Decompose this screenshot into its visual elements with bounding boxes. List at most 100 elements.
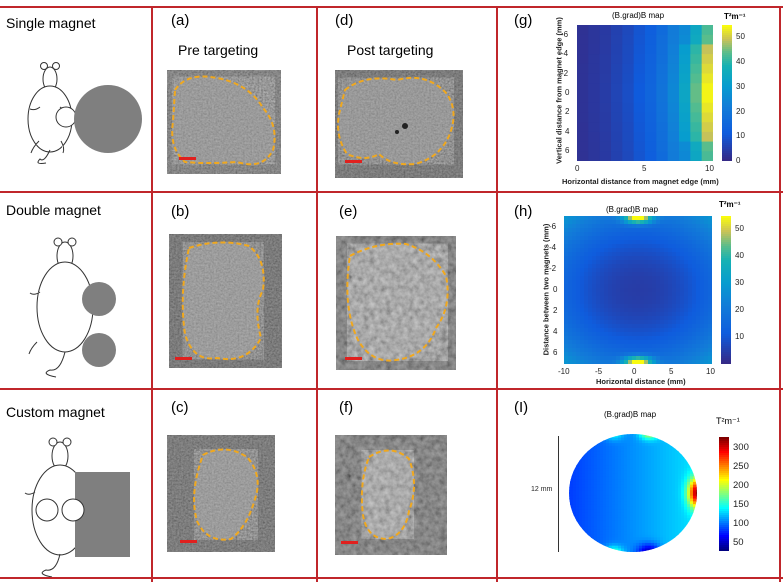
circle-map-cell — [684, 517, 688, 522]
circle-map-cell — [678, 434, 682, 436]
circle-map-cell — [630, 515, 634, 519]
circle-map-cell — [669, 540, 673, 544]
heatmap-cell — [700, 332, 705, 337]
circle-map-cell — [585, 542, 589, 547]
circle-map-cell — [693, 468, 697, 472]
heatmap-cell — [584, 348, 589, 353]
heatmap-cell — [622, 83, 635, 94]
colorbar-segment — [722, 63, 732, 66]
heatmap-cell — [684, 340, 689, 345]
circle-map-cell — [609, 445, 613, 450]
heatmap-cell — [645, 131, 657, 143]
heatmap-cell — [664, 228, 669, 233]
heatmap-cell — [644, 340, 649, 345]
circle-map-cell — [594, 479, 598, 483]
circle-map-cell — [696, 445, 697, 450]
circle-map-cell — [645, 512, 649, 516]
heatmap-cell — [616, 288, 621, 293]
circle-map-cell — [636, 473, 640, 477]
circle-map-cell — [606, 443, 610, 447]
heatmap-cell — [599, 131, 612, 143]
circle-map-cell — [585, 529, 589, 533]
circle-map-cell — [693, 545, 697, 550]
circle-map-cell — [642, 493, 646, 497]
heatmap-cell — [696, 216, 701, 221]
circle-map-cell — [591, 515, 595, 519]
circle-map-cell — [594, 493, 598, 497]
circle-map-cell — [569, 434, 571, 436]
circle-map-cell — [636, 501, 640, 505]
pre-targeting-header: Pre targeting — [178, 42, 259, 58]
heatmap-cell — [592, 300, 597, 305]
heatmap-cell — [684, 316, 689, 321]
heatmap-cell — [632, 264, 637, 269]
heatmap-cell — [676, 300, 681, 305]
heatmap-cell — [679, 54, 691, 65]
colorbar-segment — [721, 252, 731, 255]
circle-map-cell — [627, 509, 631, 514]
circle-map-cell — [645, 437, 649, 441]
circle-map-cell — [636, 509, 640, 514]
heatmap-cell — [696, 264, 701, 269]
circle-map-cell — [600, 459, 604, 464]
heatmap-cell — [656, 112, 669, 123]
heatmap-cell — [612, 224, 617, 229]
circle-map-cell — [576, 526, 580, 530]
heatmap-cell — [616, 252, 621, 257]
heatmap-cell — [580, 288, 585, 293]
circle-map-cell — [648, 517, 652, 522]
heatmap-cell — [648, 240, 653, 245]
heatmap-cell — [692, 288, 697, 293]
heatmap-cell — [584, 256, 589, 261]
circle-map-cell — [687, 526, 691, 530]
colorbar-segment — [722, 35, 732, 38]
circle-map-cell — [657, 434, 661, 436]
circle-map-cell — [618, 520, 622, 525]
heatmap-cell — [564, 312, 569, 317]
heatmap-cell — [612, 340, 617, 345]
heatmap-cell — [572, 260, 577, 265]
circle-map-cell — [678, 465, 682, 469]
circle-map-cell — [582, 448, 586, 453]
heatmap-cell — [652, 276, 657, 281]
circle-map-cell — [612, 537, 616, 541]
circle-map-cell — [612, 523, 616, 527]
colorbar-segment — [722, 113, 732, 116]
circle-map-cell — [696, 456, 697, 461]
circle-map-cell — [642, 520, 646, 525]
circle-map-cell — [648, 465, 652, 469]
heatmap-cell — [624, 232, 629, 237]
heatmap-cell — [684, 328, 689, 333]
circle-map-cell — [672, 470, 676, 475]
chart-h-xlabel: Horizontal distance (mm) — [596, 377, 686, 386]
heatmap-cell — [608, 340, 613, 345]
heatmap-cell — [564, 336, 569, 341]
circle-map-cell — [696, 493, 697, 497]
heatmap-cell — [600, 216, 605, 221]
heatmap-cell — [696, 268, 701, 273]
circle-map-cell — [636, 443, 640, 447]
heatmap-cell — [676, 272, 681, 277]
heatmap-cell — [584, 312, 589, 317]
heatmap-cell — [648, 216, 653, 221]
circle-map-cell — [687, 537, 691, 541]
circle-map-cell — [606, 509, 610, 514]
heatmap-cell — [576, 336, 581, 341]
circle-map-cell — [612, 456, 616, 461]
heatmap-cell — [648, 332, 653, 337]
heatmap-cell — [624, 296, 629, 301]
heatmap-cell — [700, 232, 705, 237]
circle-map-cell — [681, 545, 685, 550]
heatmap-cell — [620, 244, 625, 249]
heatmap-cell — [604, 336, 609, 341]
heatmap-cell — [692, 248, 697, 253]
heatmap-cell — [644, 240, 649, 245]
circle-map-cell — [582, 531, 586, 536]
heatmap-cell — [612, 320, 617, 325]
circle-map-cell — [693, 512, 697, 516]
circle-map-cell — [639, 476, 643, 480]
heatmap-cell — [584, 240, 589, 245]
circle-map-cell — [570, 434, 574, 436]
heatmap-cell — [640, 296, 645, 301]
circle-map-cell — [681, 479, 685, 483]
